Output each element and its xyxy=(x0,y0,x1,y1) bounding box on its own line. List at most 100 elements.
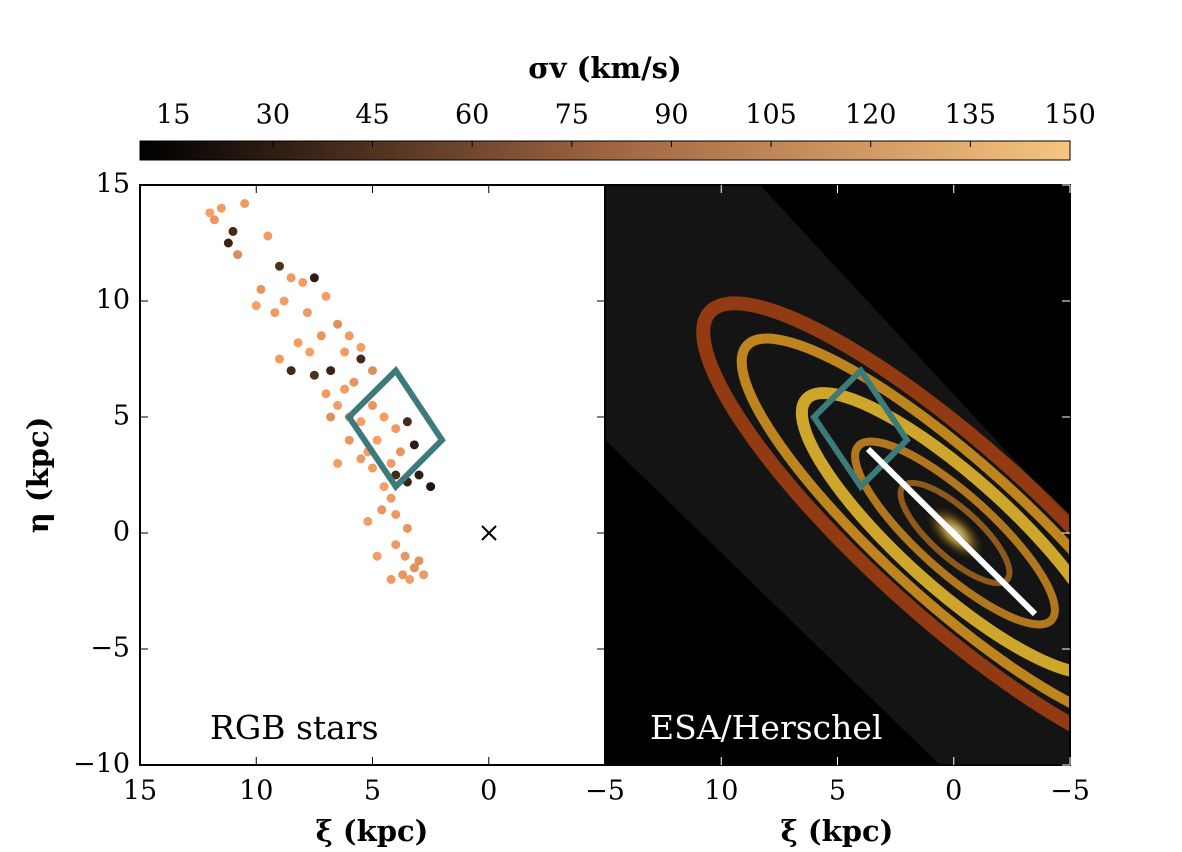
star-point xyxy=(233,250,243,260)
star-point xyxy=(386,458,396,468)
star-point xyxy=(293,338,303,348)
star-point xyxy=(386,493,396,503)
star-point xyxy=(309,370,319,380)
star-point xyxy=(275,354,284,364)
star-point xyxy=(391,509,401,519)
star-point xyxy=(344,435,354,445)
y-tick-label: 15 xyxy=(96,169,130,200)
panel-annotation: RGB stars xyxy=(210,708,379,747)
star-point xyxy=(363,516,373,526)
star-point xyxy=(340,384,350,394)
star-point xyxy=(326,412,336,422)
star-point xyxy=(356,454,366,464)
star-point xyxy=(256,284,266,294)
x-tick-label: −5 xyxy=(1050,776,1090,807)
star-point xyxy=(405,574,415,584)
x-tick-label: 10 xyxy=(704,776,738,807)
star-point xyxy=(326,366,336,376)
star-point xyxy=(400,551,410,561)
star-point xyxy=(333,458,343,468)
colorbar-tick-label: 45 xyxy=(355,100,389,131)
colorbar-tick-label: 15 xyxy=(156,100,190,131)
colorbar xyxy=(139,140,1071,161)
star-point xyxy=(379,482,389,492)
y-tick-label: −10 xyxy=(73,749,130,780)
star-point xyxy=(321,291,331,301)
star-point xyxy=(240,199,250,209)
star-point xyxy=(368,366,377,376)
star-point xyxy=(379,412,389,422)
star-point xyxy=(402,523,412,533)
x-tick-label: 5 xyxy=(829,776,846,807)
colorbar-tick-label: 90 xyxy=(654,100,688,131)
star-point xyxy=(263,231,273,241)
y-tick-label: 5 xyxy=(113,401,130,432)
x-tick-label: −5 xyxy=(585,776,625,807)
star-point xyxy=(395,447,405,457)
x-tick-label: 0 xyxy=(945,776,962,807)
star-point xyxy=(344,331,354,341)
star-point xyxy=(426,482,436,492)
star-point xyxy=(298,277,308,287)
star-point xyxy=(340,347,350,357)
star-point xyxy=(372,435,382,445)
star-point xyxy=(286,366,296,376)
star-point xyxy=(398,570,408,580)
colorbar-label: σv (km/s) xyxy=(528,51,681,85)
star-point xyxy=(349,377,359,387)
star-point xyxy=(223,238,233,248)
star-point xyxy=(409,563,419,573)
region-box xyxy=(345,365,446,492)
star-point xyxy=(251,301,261,311)
colorbar-tick-label: 60 xyxy=(455,100,489,131)
y-tick-label: −5 xyxy=(90,633,130,664)
star-point xyxy=(419,570,429,580)
star-point xyxy=(316,331,326,341)
star-point xyxy=(402,417,412,427)
star-point xyxy=(409,440,419,450)
star-point xyxy=(414,556,424,566)
star-point xyxy=(391,470,401,480)
x-tick-label: 5 xyxy=(364,776,381,807)
star-point xyxy=(309,273,319,283)
star-point xyxy=(209,215,219,225)
x-tick-label: 10 xyxy=(239,776,273,807)
star-point xyxy=(386,574,396,584)
star-point xyxy=(302,308,312,318)
center-marker xyxy=(481,525,497,541)
x-tick-label: 15 xyxy=(123,776,157,807)
star-point xyxy=(368,463,377,473)
star-point xyxy=(372,551,382,561)
star-point xyxy=(333,400,343,410)
colorbar-tick-label: 120 xyxy=(845,100,897,131)
star-point xyxy=(305,347,315,357)
star-point xyxy=(275,261,284,271)
star-point xyxy=(414,470,424,480)
star-point xyxy=(205,208,215,218)
star-point xyxy=(321,389,331,399)
star-point xyxy=(356,354,366,364)
y-axis-label: η (kpc) xyxy=(21,417,55,534)
star-point xyxy=(333,319,343,329)
star-point xyxy=(228,226,238,236)
x-tick-label: 0 xyxy=(480,776,497,807)
colorbar-tick-label: 30 xyxy=(256,100,290,131)
colorbar-tick-label: 150 xyxy=(1044,100,1096,131)
star-point xyxy=(356,417,366,427)
y-tick-label: 0 xyxy=(113,517,130,548)
star-point xyxy=(377,505,387,515)
colorbar-tick-label: 75 xyxy=(555,100,589,131)
star-point xyxy=(216,203,226,213)
galaxy-image xyxy=(605,185,1070,765)
star-point xyxy=(368,400,377,410)
panel-annotation: ESA/Herschel xyxy=(650,708,882,747)
x-axis-label: ξ (kpc) xyxy=(781,814,894,848)
star-point xyxy=(356,342,366,352)
axes-frame xyxy=(139,184,606,766)
star-point xyxy=(391,540,401,550)
star-point xyxy=(286,273,296,283)
colorbar-tick-label: 135 xyxy=(945,100,997,131)
y-tick-label: 10 xyxy=(96,285,130,316)
x-axis-label: ξ (kpc) xyxy=(316,814,429,848)
